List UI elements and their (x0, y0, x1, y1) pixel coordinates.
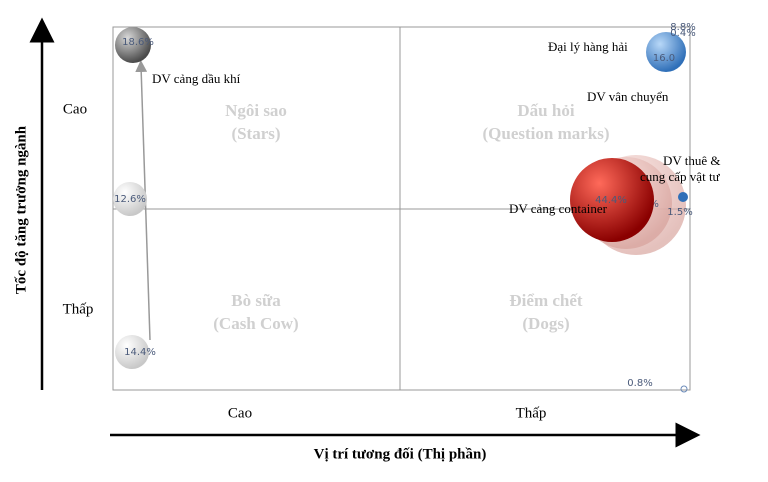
bubble-label: 1.5% (667, 207, 692, 218)
bubble-label: 14.4% (124, 347, 156, 358)
callout-label: DV thuê & (663, 153, 721, 168)
quadrant-english: (Stars) (231, 124, 280, 143)
quadrant-english: (Cash Cow) (213, 314, 298, 333)
callout-label: DV cảng dầu khí (152, 71, 241, 86)
bubble (570, 158, 654, 242)
y-low-label: Thấp (63, 301, 94, 317)
bubble-label: 12.6% (114, 194, 146, 205)
bubble (115, 335, 149, 369)
bubble-label: 8.8% (670, 22, 695, 33)
callout-label: DV vân chuyển (587, 89, 669, 104)
bubble (680, 385, 688, 393)
callout-label: DV cảng container (509, 201, 608, 216)
quadrant-english: (Dogs) (522, 314, 569, 333)
callout-label: Đại lý hàng hải (548, 39, 628, 54)
bubble (113, 182, 147, 216)
bubble (678, 192, 688, 202)
bubble (115, 27, 151, 63)
quadrant-name: Bò sữa (231, 291, 281, 310)
x-axis-title: Vị trí tương đối (Thị phần) (314, 446, 487, 462)
callout-label: cung cấp vật tư (640, 169, 721, 184)
bubble-label: 18.6% (122, 37, 154, 48)
bubble-label: 0.4% (670, 28, 695, 39)
x-high-label: Cao (228, 405, 252, 421)
y-axis-title: Tốc độ tăng trưởng ngành (13, 125, 29, 294)
x-low-label: Thấp (516, 405, 547, 421)
quadrant-name: Dấu hỏi (517, 101, 574, 120)
quadrant-name: Điểm chết (509, 291, 583, 310)
bubble-label: 0.8% (627, 378, 652, 389)
bubble-label: 16.0 (653, 53, 675, 64)
y-high-label: Cao (63, 101, 87, 117)
bubble-label: 44.4% (595, 195, 627, 206)
quadrant-name: Ngôi sao (225, 101, 287, 120)
bubble (646, 32, 686, 72)
quadrant-english: (Question marks) (482, 124, 609, 143)
